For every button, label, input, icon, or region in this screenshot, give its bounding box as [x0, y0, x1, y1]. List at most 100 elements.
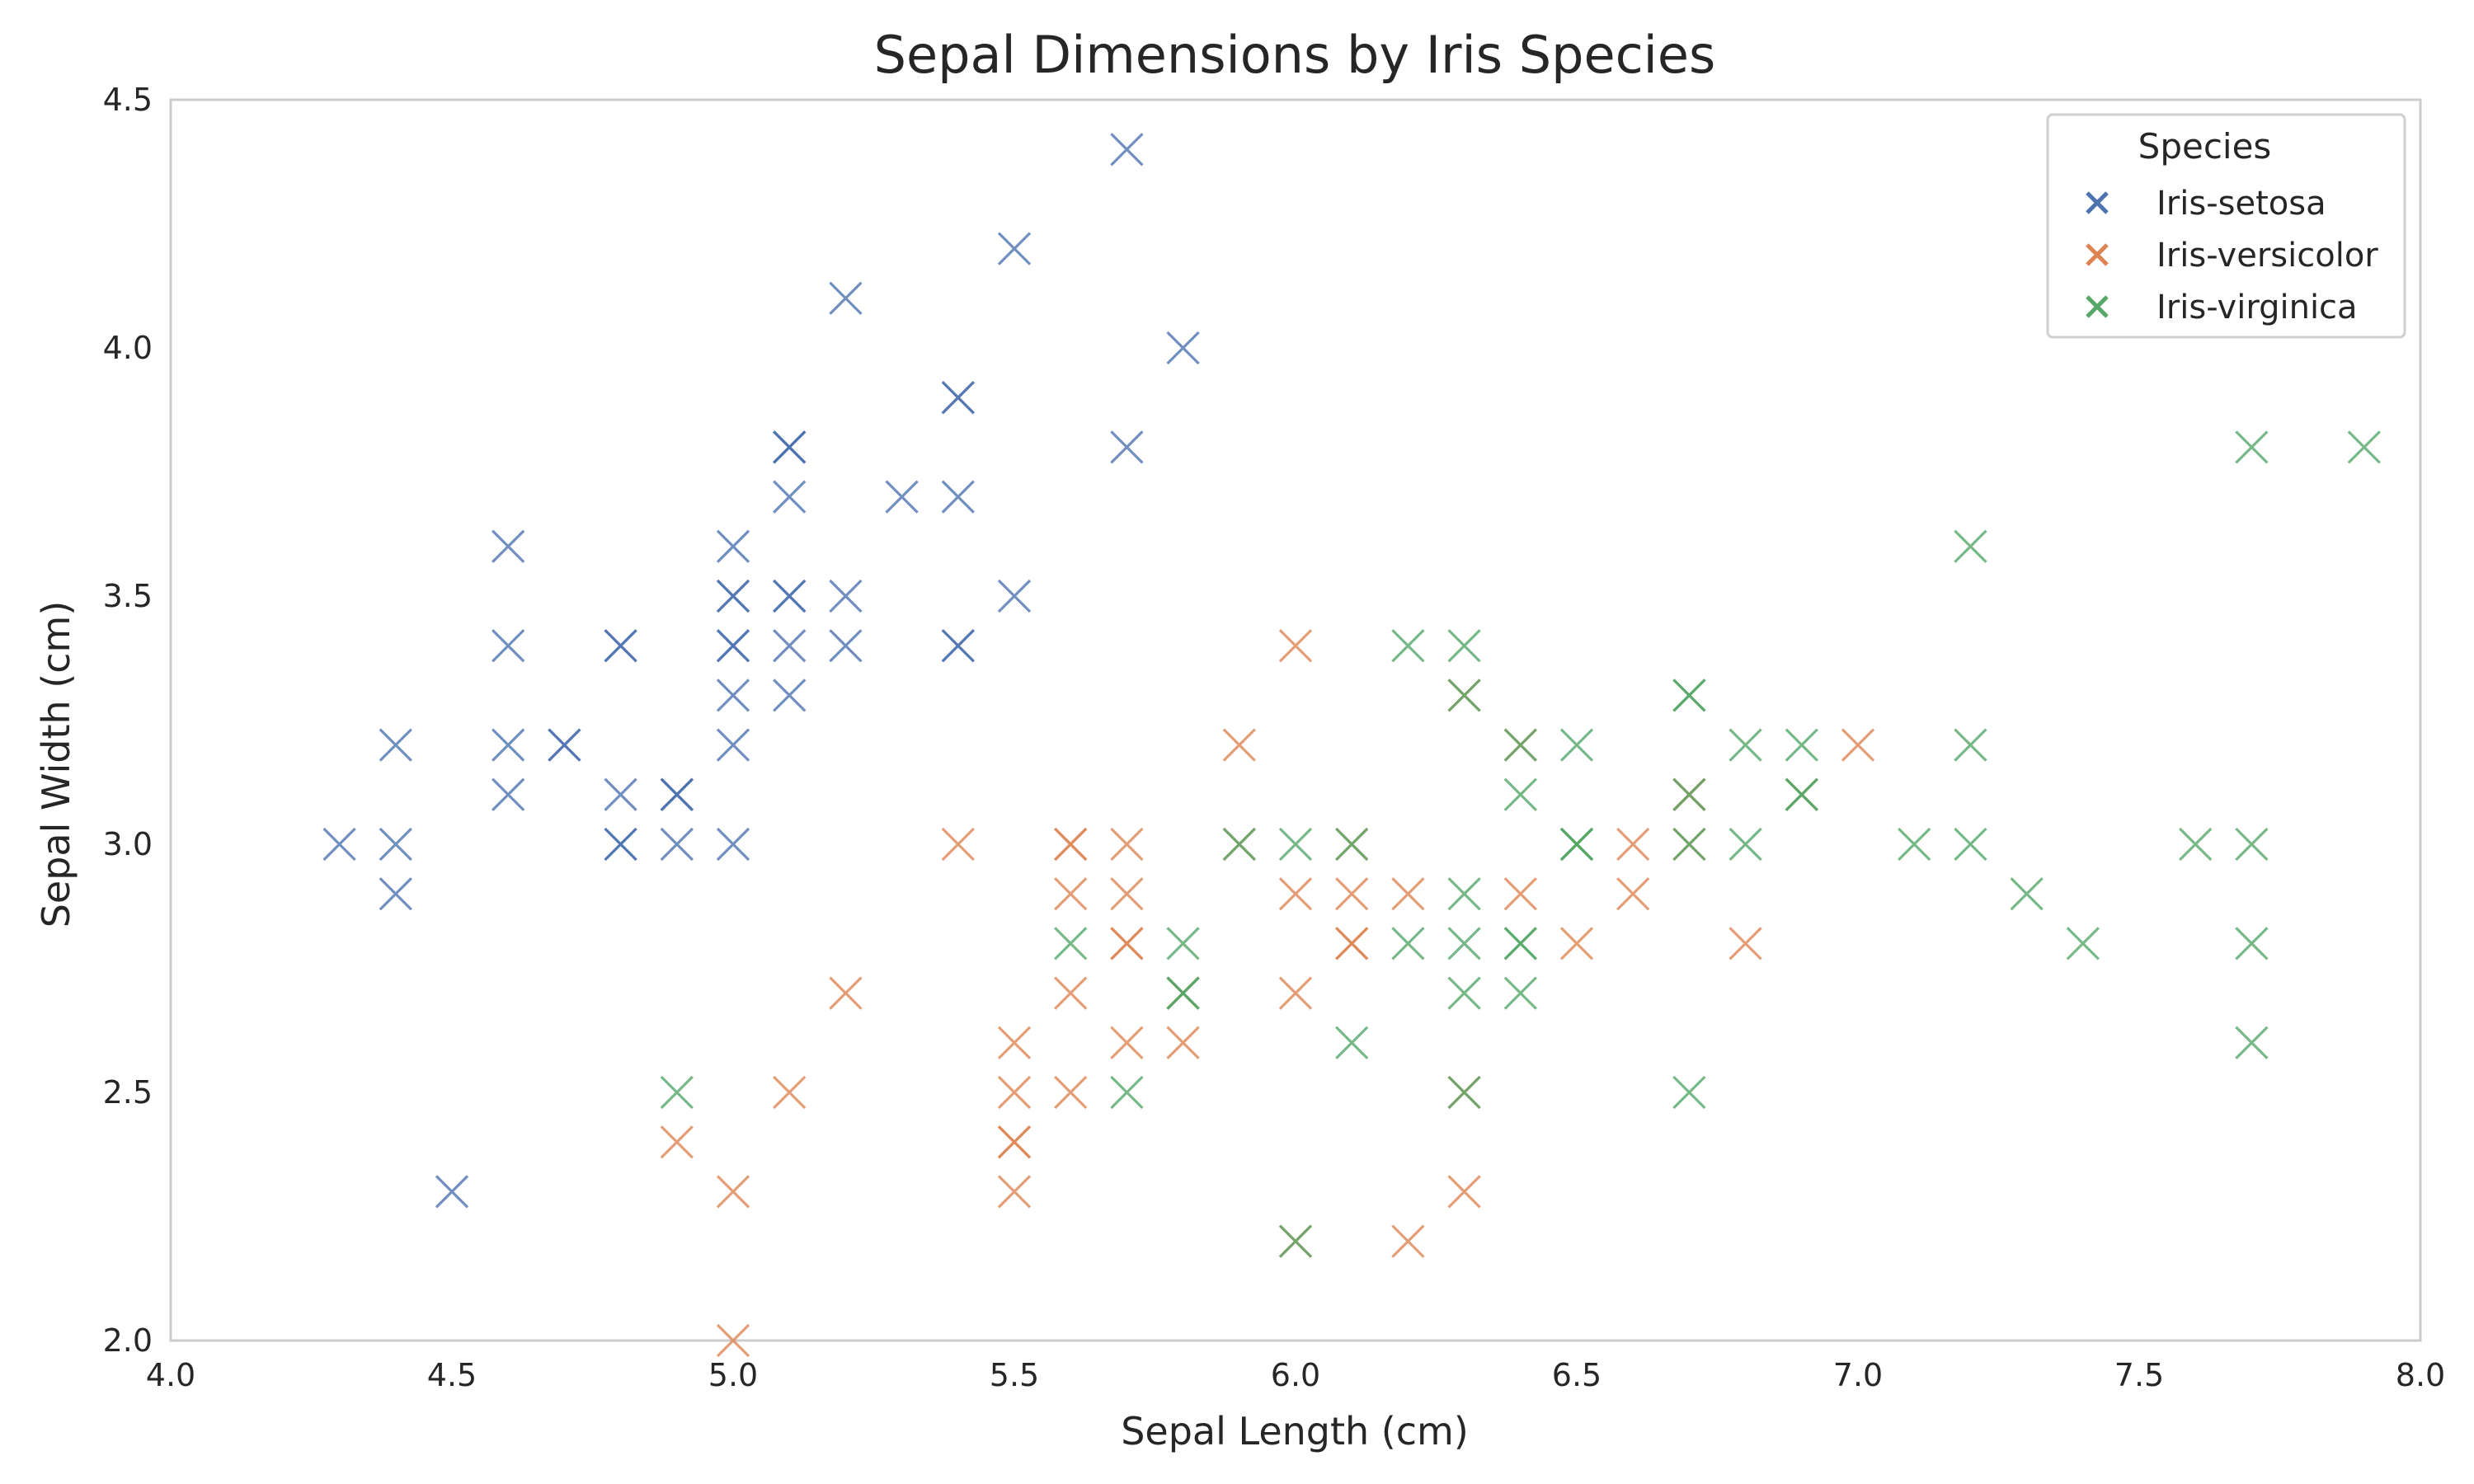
data-point — [1166, 976, 1200, 1010]
data-point — [716, 529, 750, 563]
series-iris-virginica — [660, 430, 2381, 1258]
data-point — [716, 1323, 750, 1358]
data-point — [997, 1026, 1032, 1059]
data-point — [379, 827, 412, 862]
chart-title: Sepal Dimensions by Iris Species — [874, 25, 1716, 85]
data-point — [1503, 976, 1537, 1010]
legend-label: Iris-setosa — [2157, 185, 2326, 223]
x-tick-label: 6.0 — [1271, 1357, 1320, 1393]
y-tick-label: 2.0 — [103, 1322, 153, 1359]
legend: Species Iris-setosa Iris-versicolor Iris-vi… — [2046, 113, 2406, 339]
data-point — [1166, 1026, 1200, 1059]
data-point — [1785, 777, 1818, 811]
legend-label: Iris-virginica — [2157, 289, 2358, 326]
data-point — [829, 281, 863, 315]
data-point — [829, 579, 863, 613]
data-point — [716, 1175, 750, 1209]
data-point — [1729, 827, 1762, 862]
plot-area: 4.0 4.5 5.0 5.5 6.0 6.5 7.0 7.5 8.0 2.0 2.5 3.0 3.5 4… — [103, 82, 2446, 1393]
data-point — [1391, 629, 1425, 663]
legend-label: Iris-versicolor — [2157, 237, 2378, 275]
data-point — [1447, 1075, 1481, 1110]
data-point — [2179, 827, 2213, 862]
y-tick-label: 4.0 — [103, 330, 153, 366]
data-point — [997, 1125, 1032, 1159]
data-point — [1335, 827, 1369, 862]
legend-marker — [2086, 243, 2109, 266]
data-point — [1841, 728, 1875, 762]
series-iris-versicolor — [660, 629, 1875, 1358]
data-point — [1559, 927, 1594, 960]
x-tick-label: 4.5 — [427, 1357, 477, 1393]
data-point — [1222, 728, 1256, 762]
data-point — [1222, 827, 1256, 862]
data-point — [1503, 777, 1537, 811]
data-point — [548, 728, 581, 762]
data-point — [1954, 529, 1987, 563]
data-point — [1898, 827, 1931, 862]
x-tick-label: 7.0 — [1833, 1357, 1883, 1393]
data-point — [492, 728, 525, 762]
data-point — [716, 579, 750, 613]
data-point — [997, 1075, 1032, 1110]
data-point — [716, 728, 750, 762]
legend-marker — [2086, 295, 2109, 318]
data-point — [660, 1075, 694, 1110]
data-point — [1559, 827, 1594, 862]
data-point — [2235, 927, 2269, 960]
data-point — [660, 827, 694, 862]
data-point — [1391, 1224, 1425, 1258]
data-point — [773, 480, 807, 514]
data-point — [660, 777, 694, 811]
data-point — [997, 1175, 1032, 1209]
data-point — [941, 381, 975, 415]
legend-title: Species — [2138, 126, 2272, 167]
data-point — [1616, 827, 1650, 862]
data-point — [379, 728, 412, 762]
data-point — [1335, 927, 1369, 960]
data-point — [1278, 877, 1313, 911]
data-point — [604, 629, 637, 663]
data-point — [660, 1125, 694, 1159]
data-point — [941, 827, 975, 862]
data-point — [1503, 728, 1537, 762]
data-point — [1166, 331, 1200, 365]
data-point — [1110, 827, 1144, 862]
data-point — [2235, 827, 2269, 862]
data-point — [941, 629, 975, 663]
data-point — [1729, 728, 1762, 762]
data-point — [1110, 430, 1144, 464]
data-point — [1503, 877, 1537, 911]
y-axis-label: Sepal Width (cm) — [34, 601, 78, 928]
data-point — [1054, 976, 1088, 1010]
data-point — [773, 679, 807, 712]
data-point — [1335, 1026, 1369, 1059]
data-point — [604, 827, 637, 862]
data-point — [1391, 927, 1425, 960]
y-tick-label: 2.5 — [103, 1074, 153, 1111]
data-point — [1447, 877, 1481, 911]
plot-frame — [169, 98, 2422, 1342]
data-point — [716, 827, 750, 862]
y-tick-label: 3.5 — [103, 578, 153, 614]
data-point — [1672, 827, 1706, 862]
x-tick-label: 5.0 — [708, 1357, 758, 1393]
data-point — [1335, 877, 1369, 911]
data-point — [997, 232, 1032, 265]
data-point — [1054, 1075, 1088, 1110]
data-point — [1616, 877, 1650, 911]
data-point — [1054, 877, 1088, 911]
data-point — [1110, 1075, 1144, 1110]
data-point — [379, 877, 412, 911]
data-point — [1110, 1026, 1144, 1059]
x-tick-label: 7.5 — [2114, 1357, 2164, 1393]
data-point — [1729, 927, 1762, 960]
data-point — [1447, 927, 1481, 960]
data-point — [2347, 430, 2381, 464]
data-point — [435, 1175, 469, 1209]
data-point — [829, 976, 863, 1010]
data-point — [716, 679, 750, 712]
data-point — [1278, 827, 1313, 862]
data-point — [492, 777, 525, 811]
data-point — [2010, 877, 2044, 911]
